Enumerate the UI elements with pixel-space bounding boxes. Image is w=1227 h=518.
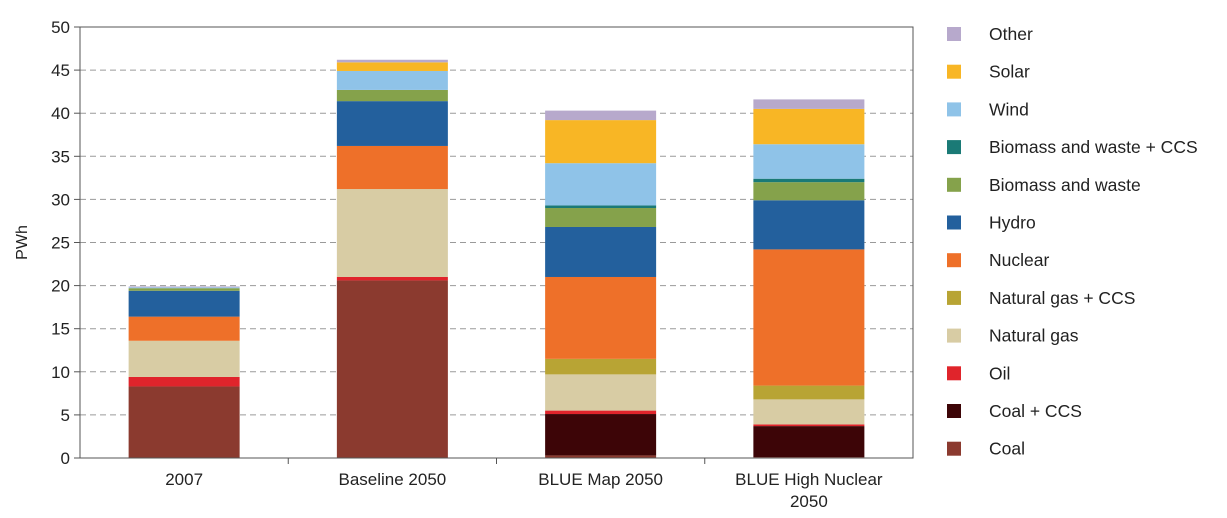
legend-swatch	[947, 328, 961, 343]
bar-segment	[336, 89, 448, 102]
bar-segment	[753, 249, 865, 386]
y-axis-title: PWh	[14, 225, 31, 260]
y-tick-label: 25	[51, 234, 70, 253]
x-axis-ticks: 2007 Baseline 2050 BLUE Map 2050 BLUE High …	[165, 458, 883, 511]
legend-swatch	[947, 27, 961, 41]
bar-segment	[336, 189, 448, 277]
y-tick-label: 50	[51, 18, 70, 37]
bar-segment	[753, 182, 865, 201]
y-tick-label: 35	[51, 147, 70, 166]
bar-segment	[545, 208, 657, 227]
bar-segment	[336, 62, 448, 71]
bar-segment	[128, 316, 240, 341]
legend-label: Wind	[989, 99, 1029, 119]
bar-segment	[545, 455, 657, 458]
legend-swatch	[947, 253, 961, 268]
legend-label: Biomass and waste	[989, 175, 1141, 195]
legend-label: Natural gas + CCS	[989, 288, 1135, 308]
legend-swatch	[947, 102, 961, 117]
legend: Other Solar Wind Biomass and waste + CCS Bio…	[947, 24, 1198, 459]
x-tick-label: 2050	[790, 492, 828, 511]
legend-swatch	[947, 366, 961, 381]
bar-segment	[545, 414, 657, 456]
legend-label: Other	[989, 24, 1033, 44]
y-tick-label: 40	[51, 104, 70, 123]
bar-segment	[336, 276, 448, 281]
bar-segment	[128, 288, 240, 291]
legend-label: Hydro	[989, 213, 1036, 233]
legend-label: Biomass and waste + CCS	[989, 137, 1198, 157]
bar-segment	[545, 110, 657, 121]
bar-segment	[545, 120, 657, 164]
bar-segment	[753, 178, 865, 183]
bar-segment	[753, 200, 865, 250]
legend-swatch	[947, 404, 961, 418]
y-tick-label: 0	[61, 449, 70, 468]
bar-segment	[753, 426, 865, 458]
y-tick-label: 20	[51, 277, 70, 296]
bar-segment	[336, 59, 448, 63]
bar-segment	[545, 374, 657, 411]
bar-segment	[753, 385, 865, 400]
legend-swatch	[947, 441, 961, 456]
bar-segment	[753, 399, 865, 425]
legend-swatch	[947, 290, 961, 305]
x-tick-label: 2007	[165, 470, 203, 489]
bar-segment	[545, 276, 657, 359]
x-tick-label: Baseline 2050	[338, 470, 446, 489]
bar-segment	[753, 424, 865, 427]
bar-segment	[336, 70, 448, 90]
y-axis-ticks: 0 5 10 15 20 25 30 35 40 45 50	[51, 18, 80, 468]
legend-label: Coal	[989, 439, 1025, 459]
bar-segment	[128, 376, 240, 387]
bar-segment	[753, 108, 865, 145]
legend-label: Nuclear	[989, 250, 1049, 270]
bar-segment	[128, 386, 240, 458]
bar-segment	[128, 287, 240, 289]
legend-swatch	[947, 64, 961, 79]
y-tick-label: 5	[61, 406, 70, 425]
legend-label: Solar	[989, 62, 1030, 82]
bar-segment	[545, 410, 657, 415]
bar-segment	[336, 101, 448, 146]
legend-swatch	[947, 140, 961, 155]
y-tick-label: 15	[51, 320, 70, 339]
bars	[128, 59, 865, 458]
bar-segment	[128, 286, 240, 288]
x-tick-label: BLUE Map 2050	[538, 470, 663, 489]
bar-segment	[128, 290, 240, 317]
y-tick-label: 45	[51, 61, 70, 80]
y-tick-label: 10	[51, 363, 70, 382]
bar-segment	[545, 163, 657, 206]
bar-segment	[545, 226, 657, 277]
bar-segment	[545, 358, 657, 375]
legend-swatch	[947, 177, 961, 192]
y-tick-label: 30	[51, 190, 70, 209]
bar-segment	[128, 340, 240, 377]
legend-swatch	[947, 215, 961, 230]
bar-segment	[753, 144, 865, 179]
bar-segment	[545, 205, 657, 209]
bar-segment	[336, 280, 448, 458]
legend-label: Oil	[989, 363, 1010, 383]
bar-segment	[336, 145, 448, 190]
bar-segment	[753, 99, 865, 109]
x-tick-label: BLUE High Nuclear	[735, 470, 883, 489]
legend-label: Natural gas	[989, 326, 1079, 346]
legend-label: Coal + CCS	[989, 401, 1082, 421]
